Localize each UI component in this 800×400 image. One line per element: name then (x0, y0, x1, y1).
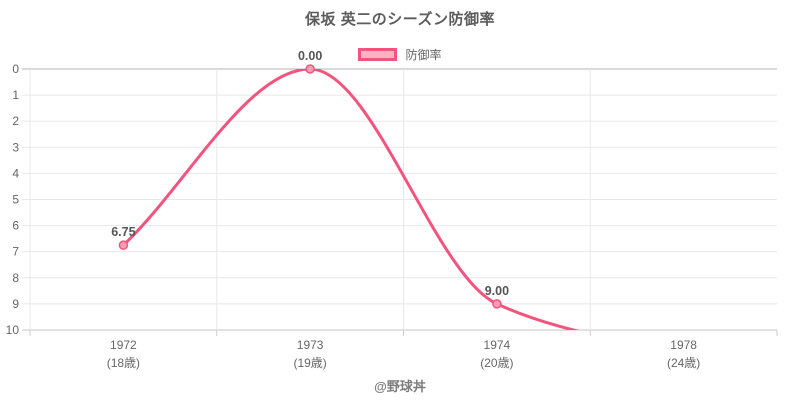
y-axis-tick-label: 4 (12, 166, 19, 180)
data-point-value-label: 0.00 (298, 49, 322, 63)
y-axis-tick-label: 3 (12, 140, 19, 154)
y-axis-tick-label: 7 (12, 245, 19, 259)
data-point-value-label: 9.00 (485, 284, 509, 298)
legend-item-era[interactable]: 防御率 (358, 46, 442, 63)
x-axis-age-label: (18歳) (107, 356, 140, 370)
y-axis-tick-label: 9 (12, 297, 19, 311)
y-axis-tick-label: 2 (12, 114, 19, 128)
x-axis-age-label: (19歳) (293, 356, 326, 370)
y-axis-tick-label: 1 (12, 88, 19, 102)
data-point-value-label: 6.75 (111, 225, 135, 239)
watermark-credit: @野球丼 (374, 379, 426, 394)
legend: 防御率 (0, 46, 800, 63)
x-axis-year-label: 1973 (297, 338, 324, 352)
x-axis-year-label: 1978 (670, 338, 697, 352)
legend-label: 防御率 (405, 48, 442, 62)
x-axis-year-label: 1972 (110, 338, 137, 352)
x-axis-age-label: (24歳) (667, 356, 700, 370)
era-line-path (121, 69, 580, 330)
y-axis-tick-label: 0 (12, 62, 19, 76)
legend-swatch-icon (358, 48, 398, 61)
y-axis-tick-label: 5 (12, 193, 19, 207)
y-axis-tick-label: 10 (6, 323, 20, 337)
data-point-1974[interactable] (492, 299, 502, 309)
x-axis-year-label: 1974 (484, 338, 511, 352)
chart-title: 保坂 英二のシーズン防御率 (305, 11, 495, 28)
data-point-1973[interactable] (305, 64, 315, 74)
y-axis-tick-label: 6 (12, 219, 19, 233)
data-point-1972[interactable] (118, 240, 129, 250)
y-axis-tick-label: 8 (12, 271, 19, 285)
x-axis-age-label: (20歳) (480, 356, 513, 370)
